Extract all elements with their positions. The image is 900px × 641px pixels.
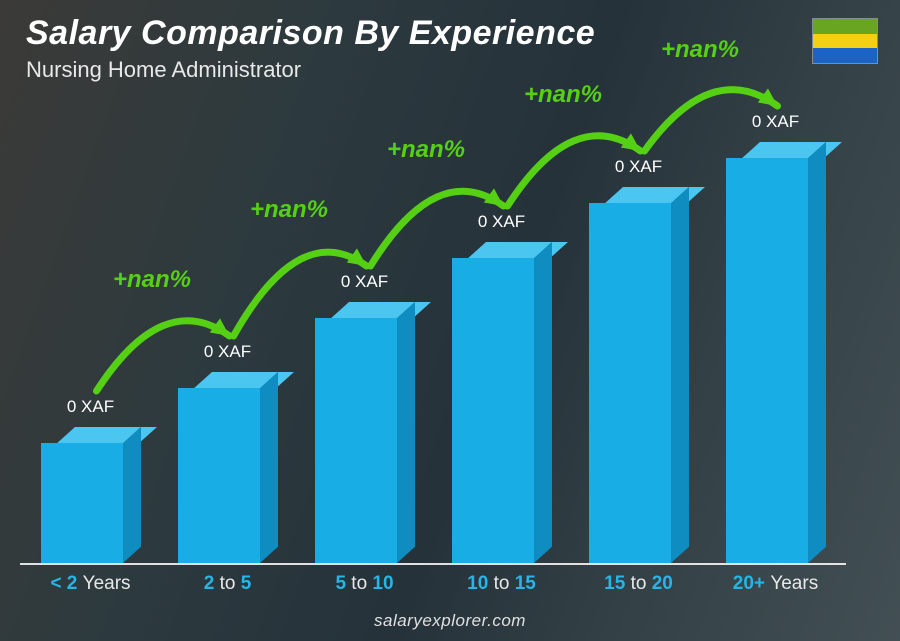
flag-stripe-3: [813, 48, 877, 63]
growth-percent-label: +nan%: [250, 196, 328, 224]
bar-top: [605, 187, 705, 203]
bar-side: [397, 302, 415, 563]
bar-slot: 0 XAF 2 to 5: [159, 75, 296, 595]
growth-percent-label: +nan%: [387, 136, 465, 164]
bar-side: [534, 242, 552, 563]
bar: [589, 203, 689, 563]
x-category-label: 10 to 15: [433, 573, 570, 595]
growth-percent-label: +nan%: [661, 36, 739, 64]
growth-percent-label: +nan%: [524, 81, 602, 109]
bar: [726, 158, 826, 563]
bar-front: [452, 258, 534, 563]
bar-front: [726, 158, 808, 563]
bar-top: [468, 242, 568, 258]
bar-front: [315, 318, 397, 563]
country-flag: [812, 18, 878, 64]
bar-front: [589, 203, 671, 563]
header: Salary Comparison By Experience Nursing …: [26, 14, 595, 83]
bar-value-label: 0 XAF: [707, 112, 844, 132]
bar: [178, 388, 278, 563]
bar-slot: 0 XAF < 2 Years: [22, 75, 159, 595]
bar-front: [178, 388, 260, 563]
bar-side: [808, 142, 826, 563]
x-category-label: 20+ Years: [707, 573, 844, 595]
bar-front: [41, 443, 123, 563]
bar: [41, 443, 141, 563]
footer-attribution: salaryexplorer.com: [0, 611, 900, 631]
salary-bar-chart: 0 XAF< 2 Years0 XAF2 to 50 XAF5 to 100 X…: [20, 75, 846, 595]
bar-side: [671, 187, 689, 563]
x-category-label: 5 to 10: [296, 573, 433, 595]
bar-top: [194, 372, 294, 388]
bar-slot: 0 XAF 15 to 20: [570, 75, 707, 595]
bar: [452, 258, 552, 563]
bar-side: [260, 372, 278, 563]
bar-side: [123, 427, 141, 563]
bar-value-label: 0 XAF: [159, 342, 296, 362]
bar-top: [742, 142, 842, 158]
bar-value-label: 0 XAF: [22, 397, 159, 417]
bar: [315, 318, 415, 563]
bar-value-label: 0 XAF: [296, 272, 433, 292]
bar-value-label: 0 XAF: [433, 212, 570, 232]
bar-slot: 0 XAF 20+ Years: [707, 75, 844, 595]
page-title: Salary Comparison By Experience: [26, 14, 595, 53]
x-category-label: < 2 Years: [22, 573, 159, 595]
bar-top: [331, 302, 431, 318]
x-category-label: 15 to 20: [570, 573, 707, 595]
x-category-label: 2 to 5: [159, 573, 296, 595]
flag-stripe-1: [813, 19, 877, 34]
bar-value-label: 0 XAF: [570, 157, 707, 177]
flag-stripe-2: [813, 34, 877, 49]
growth-percent-label: +nan%: [113, 266, 191, 294]
bar-top: [57, 427, 157, 443]
